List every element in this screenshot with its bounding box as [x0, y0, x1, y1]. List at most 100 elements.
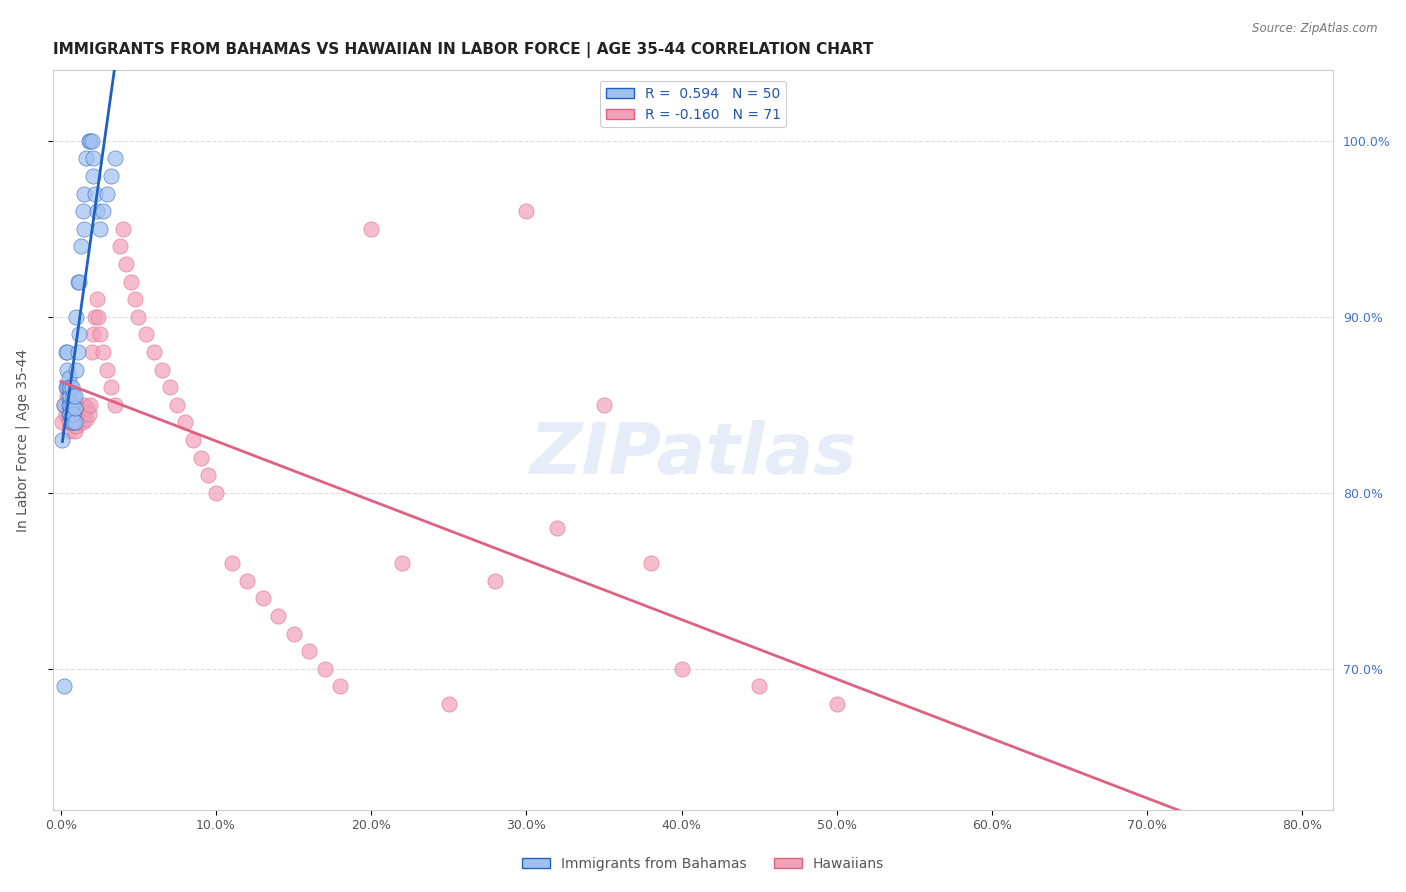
Point: [100, 169, 122, 183]
Point: [53, 398, 76, 412]
Point: [69, 327, 91, 342]
Point: [298, 644, 321, 658]
Point: [190, 450, 212, 465]
Point: [360, 222, 382, 236]
Legend: Immigrants from Bahamas, Hawaiians: Immigrants from Bahamas, Hawaiians: [516, 851, 890, 876]
Point: [89, 327, 111, 342]
Text: ZIPatlas: ZIPatlas: [530, 420, 856, 490]
Point: [159, 380, 181, 394]
Point: [59, 407, 82, 421]
Point: [55, 407, 77, 421]
Point: [73, 186, 96, 201]
Point: [65, 407, 87, 421]
Point: [62, 398, 84, 412]
Point: [60, 401, 83, 416]
Point: [66, 275, 89, 289]
Point: [104, 398, 127, 412]
Point: [135, 327, 157, 342]
Point: [115, 257, 138, 271]
Point: [66, 345, 89, 359]
Point: [77, 134, 100, 148]
Point: [84, 310, 107, 324]
Point: [283, 626, 305, 640]
Point: [82, 327, 104, 342]
Point: [120, 275, 142, 289]
Point: [66, 401, 89, 416]
Point: [60, 416, 83, 430]
Point: [69, 416, 91, 430]
Point: [143, 345, 166, 359]
Y-axis label: In Labor Force | Age 35-44: In Labor Force | Age 35-44: [15, 349, 30, 532]
Point: [166, 398, 188, 412]
Point: [56, 389, 79, 403]
Point: [86, 292, 108, 306]
Point: [87, 310, 110, 324]
Point: [62, 389, 84, 403]
Legend: R =  0.594   N = 50, R = -0.160   N = 71: R = 0.594 N = 50, R = -0.160 N = 71: [600, 81, 786, 128]
Point: [59, 389, 82, 403]
Point: [56, 362, 79, 376]
Point: [825, 697, 848, 711]
Point: [73, 222, 96, 236]
Text: Source: ZipAtlas.com: Source: ZipAtlas.com: [1253, 22, 1378, 36]
Point: [96, 362, 118, 376]
Point: [91, 345, 114, 359]
Point: [63, 424, 86, 438]
Point: [515, 204, 537, 219]
Point: [60, 407, 83, 421]
Point: [252, 591, 274, 606]
Point: [59, 380, 82, 394]
Point: [65, 362, 87, 376]
Point: [124, 292, 146, 306]
Point: [62, 416, 84, 430]
Point: [391, 556, 413, 570]
Point: [150, 362, 173, 376]
Point: [79, 398, 101, 412]
Point: [593, 398, 616, 412]
Point: [55, 380, 77, 394]
Point: [53, 398, 76, 412]
Point: [197, 468, 219, 483]
Point: [82, 152, 104, 166]
Point: [59, 407, 82, 421]
Point: [79, 134, 101, 148]
Point: [73, 407, 96, 421]
Point: [70, 401, 93, 416]
Point: [60, 398, 83, 412]
Point: [671, 662, 693, 676]
Point: [484, 574, 506, 588]
Point: [65, 419, 87, 434]
Point: [91, 204, 114, 219]
Point: [70, 239, 93, 253]
Point: [205, 486, 228, 500]
Point: [181, 433, 204, 447]
Point: [63, 389, 86, 403]
Point: [267, 609, 290, 624]
Point: [58, 389, 80, 403]
Point: [86, 204, 108, 219]
Point: [73, 398, 96, 412]
Point: [546, 521, 568, 535]
Point: [60, 416, 83, 430]
Point: [84, 186, 107, 201]
Point: [58, 424, 80, 438]
Point: [58, 416, 80, 430]
Point: [89, 222, 111, 236]
Point: [62, 407, 84, 421]
Point: [77, 407, 100, 421]
Point: [76, 401, 98, 416]
Point: [82, 169, 104, 183]
Point: [55, 345, 77, 359]
Point: [69, 275, 91, 289]
Point: [58, 371, 80, 385]
Point: [111, 222, 134, 236]
Point: [63, 401, 86, 416]
Point: [96, 186, 118, 201]
Point: [236, 574, 259, 588]
Point: [69, 410, 91, 425]
Point: [108, 239, 131, 253]
Text: IMMIGRANTS FROM BAHAMAS VS HAWAIIAN IN LABOR FORCE | AGE 35-44 CORRELATION CHART: IMMIGRANTS FROM BAHAMAS VS HAWAIIAN IN L…: [53, 42, 873, 58]
Point: [174, 416, 197, 430]
Point: [75, 412, 97, 426]
Point: [56, 380, 79, 394]
